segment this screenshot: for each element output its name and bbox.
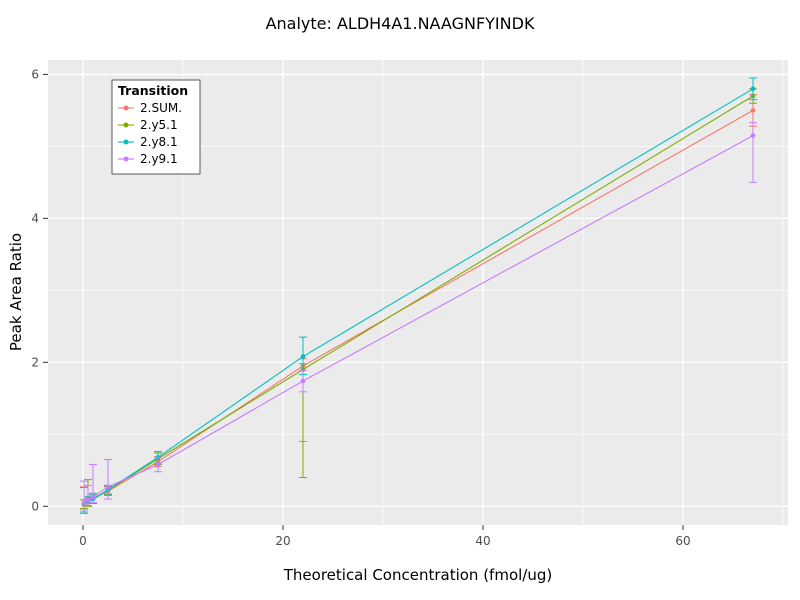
legend-marker xyxy=(123,105,129,111)
data-point xyxy=(750,86,756,92)
data-point xyxy=(85,497,91,503)
data-point xyxy=(155,462,161,467)
legend: Transition 2.SUM. 2.y5.1 2.y8.1 2.y9.1 xyxy=(111,79,201,175)
x-tick-label: 40 xyxy=(475,534,490,548)
legend-label: 2.SUM. xyxy=(140,101,182,115)
legend-title: Transition xyxy=(118,83,188,98)
legend-item: 2.y8.1 xyxy=(118,135,178,149)
y-tick-label: 2 xyxy=(31,355,39,369)
x-tick-label: 20 xyxy=(275,534,290,548)
data-point xyxy=(300,378,306,384)
legend-item: 2.SUM. xyxy=(118,101,182,115)
legend-marker xyxy=(123,122,129,128)
legend-label: 2.y5.1 xyxy=(140,118,178,132)
legend-marker xyxy=(123,156,129,162)
y-tick-label: 4 xyxy=(31,211,39,225)
data-point xyxy=(90,494,96,500)
legend-marker xyxy=(123,139,129,145)
x-tick-label: 60 xyxy=(675,534,690,548)
data-point xyxy=(105,484,111,490)
data-point xyxy=(750,108,756,113)
legend-label: 2.y9.1 xyxy=(140,152,178,166)
x-tick-label: 0 xyxy=(79,534,87,548)
y-tick-label: 0 xyxy=(31,499,39,513)
y-tick-label: 6 xyxy=(31,67,39,81)
y-axis-label: Peak Area Ratio xyxy=(7,232,25,352)
data-point xyxy=(750,133,756,138)
data-point xyxy=(81,500,87,505)
chart-title: Analyte: ALDH4A1.NAAGNFYINDK xyxy=(265,14,535,33)
legend-label: 2.y8.1 xyxy=(140,135,178,149)
legend-item: 2.y9.1 xyxy=(118,152,178,166)
x-axis-label: Theoretical Concentration (fmol/ug) xyxy=(283,566,553,584)
data-point xyxy=(300,354,306,359)
legend-item: 2.y5.1 xyxy=(118,118,178,132)
